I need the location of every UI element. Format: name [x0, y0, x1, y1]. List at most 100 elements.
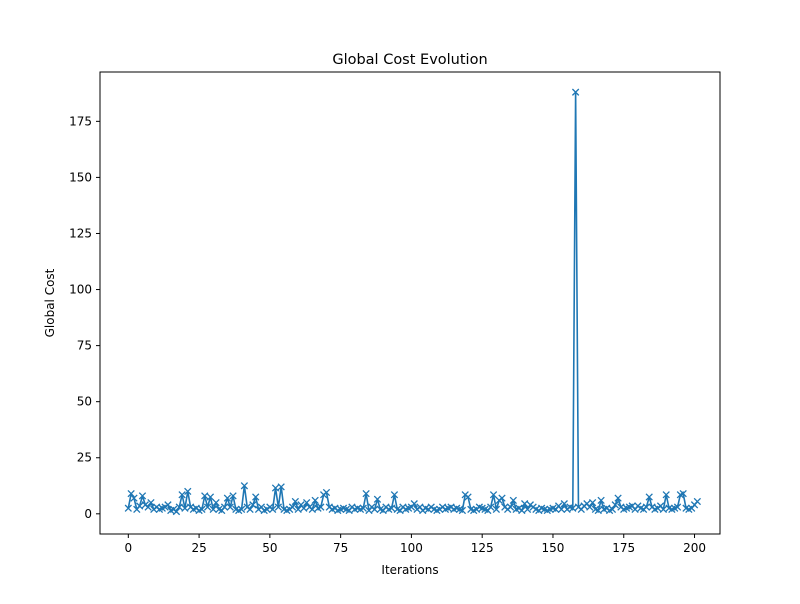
data-point-marker [362, 489, 370, 498]
data-point-marker [206, 493, 215, 501]
y-tick-label: 25 [77, 451, 92, 465]
data-point-marker [492, 505, 501, 513]
data-point-marker [370, 505, 379, 513]
data-point-marker [523, 505, 532, 513]
data-point-marker [246, 505, 254, 513]
data-point-marker [458, 506, 467, 515]
data-point-marker [588, 498, 597, 507]
data-point-marker [557, 505, 566, 513]
data-point-marker [410, 500, 418, 508]
axes-frame [99, 71, 721, 535]
data-point-marker [387, 504, 396, 512]
data-point-marker [614, 494, 622, 502]
data-point-marker [659, 505, 668, 513]
data-point-marker [673, 503, 682, 511]
data-point-marker [291, 497, 299, 506]
data-point-marker [560, 500, 568, 508]
data-point-marker [135, 502, 144, 510]
x-tick-label: 75 [333, 541, 348, 555]
y-axis-label: Global Cost [43, 268, 57, 337]
plot-area [124, 88, 702, 516]
x-axis-label: Iterations [381, 563, 438, 577]
data-point-marker [198, 505, 206, 513]
data-point-marker [608, 505, 617, 513]
data-point-marker [359, 504, 367, 512]
data-point-marker [223, 494, 232, 502]
x-tick-label: 200 [683, 541, 706, 555]
data-point-marker [124, 504, 132, 512]
data-point-marker [322, 488, 331, 497]
y-tick-label: 175 [69, 114, 92, 128]
x-tick-label: 125 [471, 541, 494, 555]
data-point-marker [679, 489, 687, 498]
data-point-marker [597, 496, 605, 505]
data-point-marker [127, 489, 135, 498]
data-point-marker [175, 503, 183, 511]
data-point-marker [489, 491, 498, 499]
data-point-marker [212, 498, 220, 507]
data-point-marker [209, 505, 217, 513]
y-axis-ticks: 0 25 50 75 100 125 150 175 [69, 114, 100, 521]
data-point-marker [509, 496, 517, 505]
data-point-marker [464, 493, 472, 501]
data-point-marker [487, 503, 495, 511]
data-point-marker [303, 498, 311, 507]
data-point-marker [181, 504, 189, 512]
data-point-marker [271, 484, 280, 492]
data-point-marker [277, 483, 285, 491]
data-point-marker [172, 507, 181, 516]
data-point-marker [662, 491, 670, 499]
data-point-marker [308, 505, 316, 513]
data-point-marker [311, 496, 319, 505]
data-point-marker [645, 493, 653, 501]
data-point-marker [144, 503, 152, 511]
data-point-marker [294, 505, 302, 513]
data-point-marker [229, 492, 237, 500]
data-point-marker [237, 505, 246, 513]
data-point-marker [693, 497, 702, 506]
y-tick-label: 75 [77, 339, 92, 353]
data-point-marker [611, 501, 619, 509]
data-point-marker [594, 506, 602, 515]
data-point-marker [184, 487, 192, 496]
x-axis-ticks: 0 25 50 75 100 125 150 175 200 [124, 534, 706, 555]
data-point-marker [226, 503, 234, 511]
x-tick-label: 100 [400, 541, 423, 555]
x-tick-label: 175 [612, 541, 635, 555]
x-tick-label: 25 [191, 541, 206, 555]
data-point-marker [506, 503, 515, 511]
data-point-marker [130, 494, 138, 502]
y-tick-label: 125 [69, 226, 92, 240]
data-point-marker [240, 482, 249, 490]
data-point-marker [138, 492, 147, 500]
data-point-marker [164, 501, 172, 509]
y-tick-label: 0 [84, 507, 92, 521]
data-point-marker [317, 503, 325, 511]
data-point-marker [252, 493, 260, 501]
data-point-marker [274, 503, 283, 511]
data-point-marker [147, 498, 155, 507]
data-point-marker [249, 501, 257, 509]
y-tick-label: 50 [77, 395, 92, 409]
x-tick-label: 0 [124, 541, 132, 555]
data-point-marker [586, 503, 594, 511]
data-point-marker [390, 491, 399, 499]
data-point-marker [498, 494, 506, 502]
data-point-marker [201, 492, 209, 500]
data-point-marker [203, 503, 212, 511]
data-point-marker [269, 505, 277, 513]
data-point-marker [288, 503, 297, 511]
data-point-marker [373, 495, 382, 503]
x-tick-label: 50 [262, 541, 277, 555]
data-point-marker [642, 503, 651, 511]
data-point-marker [521, 500, 529, 508]
data-point-marker [571, 88, 580, 96]
data-point-marker [220, 503, 229, 511]
y-tick-label: 100 [69, 283, 92, 297]
data-point-marker [300, 504, 308, 512]
chart-title: Global Cost Evolution [332, 52, 487, 68]
x-tick-label: 150 [542, 541, 565, 555]
data-point-marker [569, 504, 577, 512]
data-point-marker [178, 491, 186, 499]
